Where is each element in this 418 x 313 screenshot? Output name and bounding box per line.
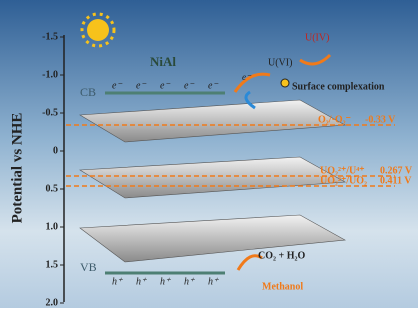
electron: e⁻ bbox=[136, 80, 146, 91]
tick-label: -0.5 bbox=[42, 107, 58, 118]
potential-value: -0.33 V bbox=[365, 114, 396, 125]
note: Surface complexation bbox=[292, 81, 385, 92]
tick-label: -1.0 bbox=[42, 69, 58, 80]
couple: O₂/·O₂⁻ bbox=[318, 114, 351, 125]
oxidation-product: CO₂ + H₂O bbox=[258, 250, 305, 261]
electron: e⁻ bbox=[112, 80, 122, 91]
potential-value: 0.411 V bbox=[380, 175, 412, 186]
electron: e⁻ bbox=[208, 80, 218, 91]
cb-label: CB bbox=[80, 85, 96, 99]
tick-label: 2.0 bbox=[46, 297, 59, 308]
hole: h⁺ bbox=[184, 276, 195, 287]
electron: e⁻ bbox=[242, 72, 252, 82]
axis-label: Potential vs NHE bbox=[9, 113, 25, 224]
hole: h⁺ bbox=[112, 276, 123, 287]
background bbox=[0, 0, 418, 308]
hole: h⁺ bbox=[208, 276, 219, 287]
tick-label: 1.5 bbox=[46, 259, 59, 270]
product: U(IV) bbox=[305, 32, 329, 43]
tick-label: 0 bbox=[53, 145, 58, 156]
tick-label: 1.0 bbox=[46, 221, 59, 232]
vb-label: VB bbox=[80, 260, 97, 274]
hole: h⁺ bbox=[136, 276, 147, 287]
electron: e⁻ bbox=[184, 80, 194, 91]
reactant: U(VI) bbox=[268, 57, 292, 68]
tick-label: 0.5 bbox=[46, 183, 59, 194]
radiation-icon bbox=[281, 79, 289, 87]
figure: -1.5 -1.0 -0.5 0 0.5 1.0 1.5 2.0 Potential vs N… bbox=[0, 0, 418, 308]
couple: UO₂²⁺/UO₂ bbox=[320, 175, 367, 186]
oxidation-reactant: Methanol bbox=[262, 281, 303, 292]
material: NiAl bbox=[150, 54, 176, 69]
hole: h⁺ bbox=[160, 276, 171, 287]
electron: e⁻ bbox=[160, 80, 170, 91]
tick-label: -1.5 bbox=[42, 31, 58, 42]
